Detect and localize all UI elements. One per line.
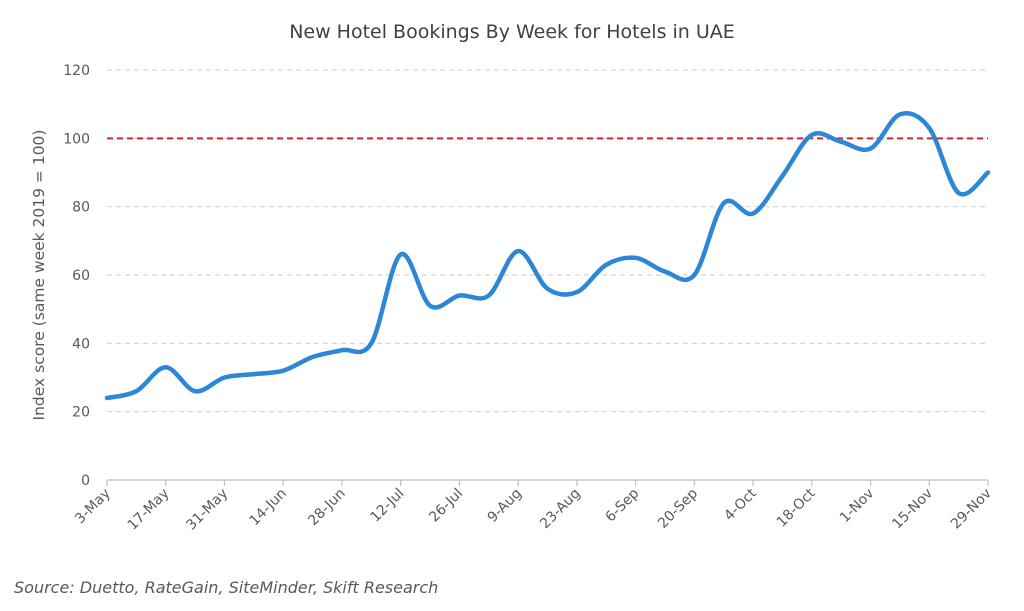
x-tick-label: 23-Aug (537, 486, 584, 533)
x-tick-label: 4-Oct (721, 485, 760, 524)
x-tick-label: 20-Sep (655, 485, 701, 531)
x-tick-label: 29-Nov (948, 486, 995, 533)
y-tick-label: 80 (72, 200, 90, 216)
x-tick-label: 6-Sep (603, 485, 643, 525)
x-tick-label: 9-Aug (485, 486, 525, 526)
y-tick-label: 20 (72, 405, 90, 421)
y-tick-label: 100 (63, 131, 90, 147)
y-tick-label: 120 (63, 63, 90, 79)
y-axis-label: Index score (same week 2019 = 100) (30, 130, 48, 421)
y-tick-label: 60 (72, 268, 90, 284)
y-tick-labels: 0 20 40 60 80 100 120 (63, 63, 90, 489)
x-tick-label: 12-Jul (368, 486, 408, 526)
series-line (104, 111, 991, 401)
x-tick-label: 1-Nov (837, 486, 878, 527)
x-tick-label: 3-May (72, 486, 114, 528)
source-note: Source: Duetto, RateGain, SiteMinder, Sk… (14, 578, 438, 597)
x-tick-label: 15-Nov (889, 486, 936, 533)
chart-title: New Hotel Bookings By Week for Hotels in… (289, 21, 735, 43)
x-tick-label: 14-Jun (247, 486, 291, 530)
series-group (104, 111, 991, 401)
x-tick-label: 28-Jun (305, 486, 349, 530)
y-tick-label: 0 (81, 473, 90, 489)
x-axis: 3-May 17-May 31-May 14-Jun 28-Jun 12-Jul 26-Ju… (72, 479, 995, 534)
x-tick-label: 31-May (183, 486, 231, 534)
x-tick-label: 26-Jul (426, 486, 466, 526)
y-tick-label: 40 (72, 336, 90, 352)
x-tick-label: 18-Oct (774, 485, 819, 530)
x-tick-label: 17-May (125, 486, 173, 534)
gridlines (107, 69, 988, 413)
